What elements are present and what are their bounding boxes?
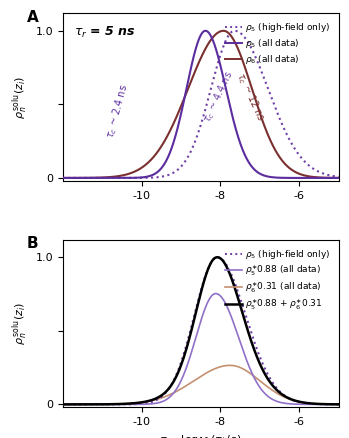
Legend: $\rho_5$ (high-field only), $\rho_5^{\ast}$0.88 (all data), $\rho_6^{\ast}$0.31 : $\rho_5$ (high-field only), $\rho_5^{\as… xyxy=(222,244,334,315)
Y-axis label: $\rho_n^{\,\mathrm{solu}}(z_i)$: $\rho_n^{\,\mathrm{solu}}(z_i)$ xyxy=(10,75,30,119)
Text: $\tau_r$ = 5 ns: $\tau_r$ = 5 ns xyxy=(74,25,135,40)
Text: $\tau_c$ ~ 12 ns: $\tau_c$ ~ 12 ns xyxy=(232,70,267,124)
X-axis label: $z_i = \log_{10}(\tau_i\,/\,\mathrm{s})$: $z_i = \log_{10}(\tau_i\,/\,\mathrm{s})$ xyxy=(159,433,242,438)
Text: A: A xyxy=(27,10,39,25)
Legend: $\rho_5$ (high-field only), $\rho_5$ (all data), $\rho_6$ (all data): $\rho_5$ (high-field only), $\rho_5$ (al… xyxy=(222,18,334,69)
Y-axis label: $\rho_n^{\,\mathrm{solu}}(z_i)$: $\rho_n^{\,\mathrm{solu}}(z_i)$ xyxy=(10,302,30,345)
Text: B: B xyxy=(27,236,39,251)
Text: $\tau_c$ ~ 2.4 ns: $\tau_c$ ~ 2.4 ns xyxy=(104,83,132,141)
Text: $\tau_c$ ~ 4.4 ns: $\tau_c$ ~ 4.4 ns xyxy=(200,69,236,125)
